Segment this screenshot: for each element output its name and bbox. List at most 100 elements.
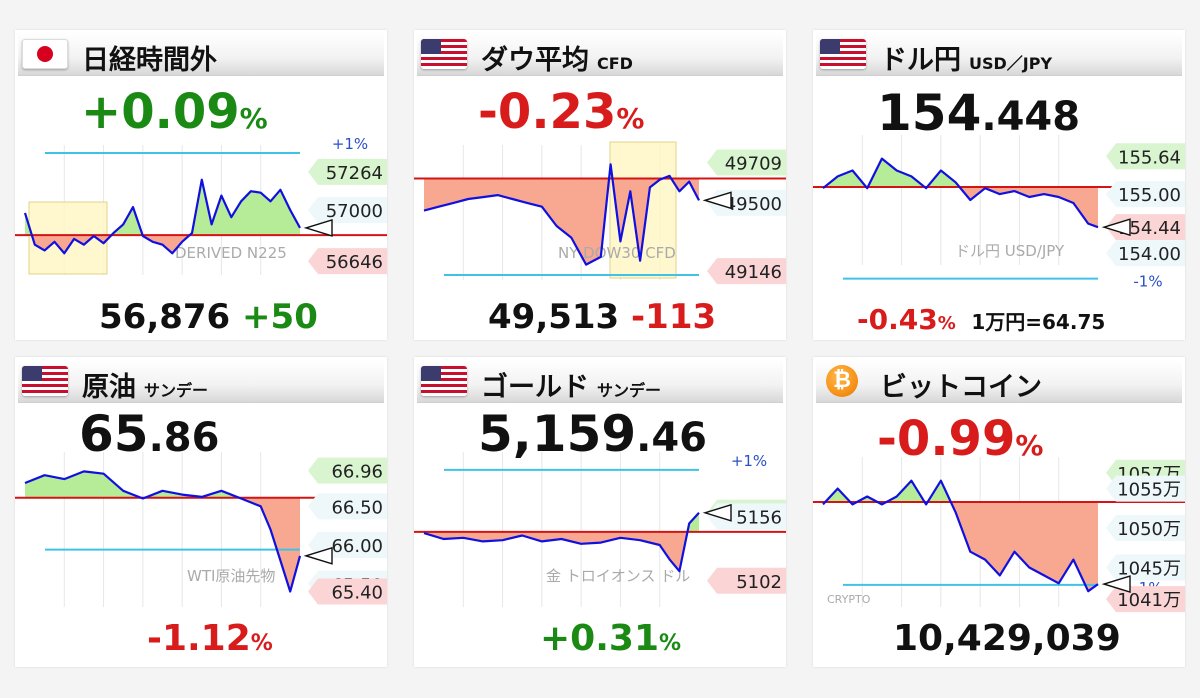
price-line (24, 470, 302, 593)
area-down (25, 497, 300, 592)
price-tag-label: 65.40 (331, 583, 383, 604)
change-percent: +0.09% (81, 84, 268, 140)
panel-title: ビットコイン (880, 372, 1042, 403)
panel-bitcoin[interactable]: ₿ ビットコイン -0.99% -1%CRYPTO1057万1055万1050万… (813, 357, 1185, 667)
price-tag-bg (707, 258, 786, 285)
price-tag-bg (308, 197, 387, 223)
price-tag-label: 66.50 (331, 497, 383, 518)
price-tag-label: 155.00 (1118, 185, 1181, 206)
price-tag-bg (1106, 515, 1185, 542)
price-line (423, 512, 700, 573)
price-tag: 1041万 (1106, 586, 1185, 613)
price-tag: 1055万 (1106, 475, 1185, 502)
area-up (25, 179, 300, 236)
panel-dow[interactable]: ダウ平均 CFD -0.23% NY DOW30 CFD 49709 49500 491… (414, 30, 786, 340)
price-tag-label: 57264 (326, 163, 383, 184)
price-tag-label: 154.44 (1118, 218, 1181, 239)
price: 5,159.46 (478, 405, 708, 463)
price-tag: 49709 (707, 149, 786, 176)
change-value: +50 (242, 297, 318, 337)
price-tag: 49146 (707, 258, 786, 285)
price: 10,429,039 (893, 618, 1121, 659)
panel-title: ダウ平均 CFD (481, 45, 633, 76)
us-flag-icon (421, 39, 467, 69)
usdjpy-chart: -1% ドル円 USD/JPY 155.64 155.00 154.44 154.00 (813, 135, 1185, 291)
price-tag: 57264 (308, 158, 387, 185)
current-arrow-icon (303, 218, 333, 237)
man-yen-rate: 1万円=64.75 (971, 310, 1106, 334)
watermark: CRYPTO (827, 593, 871, 606)
price-tag: 56646 (308, 248, 387, 275)
price-tag: 66.50 (308, 493, 387, 520)
price-tag-bg (308, 457, 387, 484)
change-percent: +0.31% (540, 618, 682, 659)
price-tag: 1050万 (1106, 515, 1185, 542)
band-label: +1% (332, 135, 368, 153)
price-line (822, 157, 1099, 229)
gold-chart: +1%金 トロイオンス ドル515851565102 (414, 452, 786, 607)
area-up (25, 471, 300, 498)
panel-usdjpy[interactable]: ドル円 USD／JPY 154.448 -1% ドル円 USD/JPY 155.64 1… (813, 30, 1185, 340)
change-value: -113 (631, 297, 717, 337)
panel-header: ダウ平均 CFD (417, 33, 783, 76)
price-tag: 66.96 (308, 457, 387, 484)
price-tag-label: 56646 (326, 252, 383, 273)
price-tag-label: 1055万 (1117, 480, 1181, 501)
area-down (424, 531, 699, 572)
price-tag: 154.00 (1106, 240, 1185, 267)
price: 65.86 (79, 405, 220, 463)
price-tag-label: 1041万 (1117, 590, 1181, 611)
panel-title: 原油 サンデー (82, 372, 209, 403)
price-tag-label: 49500 (725, 194, 782, 215)
band-label: +1% (731, 452, 767, 470)
price-row: 49,513 -113 (488, 300, 716, 334)
panel-header: 日経時間外 (18, 33, 384, 76)
price-tag-label: 66.96 (331, 462, 383, 483)
price-tag-bg (308, 248, 387, 275)
panel-title: ドル円 USD／JPY (880, 45, 1053, 76)
price-tag: 65.40 (308, 578, 387, 605)
area-down (823, 502, 1098, 592)
price-tag-label: 5102 (736, 572, 782, 593)
current-arrow-icon (303, 546, 333, 565)
price-tag-bg (707, 149, 786, 176)
panel-title: ゴールド サンデー (481, 372, 662, 403)
price-tag-bg (1106, 586, 1185, 613)
price-tag: 155.64 (1106, 143, 1185, 170)
current-arrow-icon (1101, 218, 1131, 237)
price-tag-bg (1106, 240, 1185, 267)
change-percent: -0.99% (877, 411, 1044, 467)
price-tag-bg (1106, 181, 1185, 208)
price-tag-label: 154.00 (1118, 244, 1181, 265)
price-tag: 155.00 (1106, 181, 1185, 208)
us-flag-icon (820, 39, 866, 69)
nikkei-chart: +1% DERIVED N225 57264 57000 56646 (15, 135, 387, 275)
price-tag: 57000 (308, 197, 387, 223)
panel-header: ₿ ビットコイン (816, 360, 1182, 403)
price-row: 56,876 +50 (99, 300, 318, 334)
price-tag-label: 49146 (725, 262, 782, 283)
panel-header: ゴールド サンデー (417, 360, 783, 403)
price-tag: 1045万 (1106, 554, 1185, 581)
price-tag-bg (308, 493, 387, 520)
price-tag-bg (1106, 143, 1185, 170)
price-tag-label: 155.64 (1118, 147, 1181, 168)
japan-flag-icon (22, 39, 68, 69)
price: 56,876 (99, 297, 231, 337)
current-arrow-icon (702, 503, 732, 522)
price-tag-label: 1050万 (1117, 519, 1181, 540)
change-percent: -0.43% (857, 303, 956, 336)
price-tag-bg (707, 567, 786, 594)
dow-chart: NY DOW30 CFD 49709 49500 49146 (414, 141, 786, 285)
area-up (823, 158, 1098, 187)
price-tag-bg (308, 578, 387, 605)
price: 154.448 (877, 84, 1081, 142)
price-line (23, 178, 301, 255)
panel-nikkei[interactable]: 日経時間外 +0.09% +1% DERIVED N225 57264 57000 56… (15, 30, 387, 340)
panel-title: 日経時間外 (82, 45, 217, 76)
watermark: WTI原油先物 (187, 567, 275, 585)
